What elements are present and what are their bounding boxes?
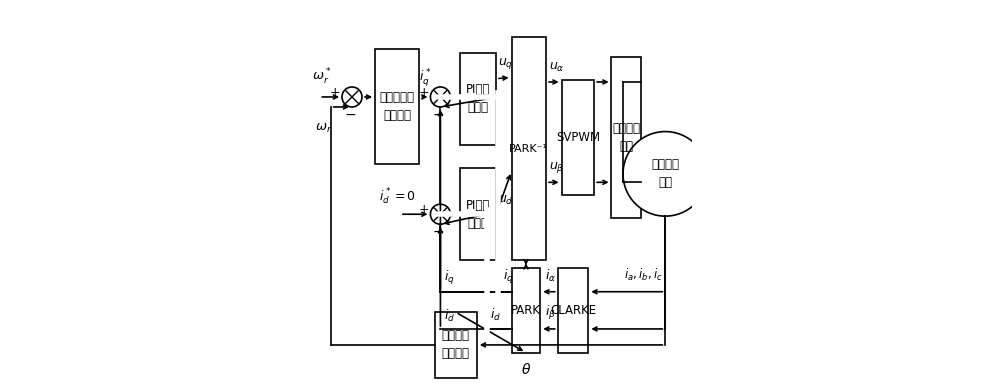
Text: PARK: PARK xyxy=(511,304,541,317)
Text: $\omega_r^*$: $\omega_r^*$ xyxy=(312,67,331,87)
Text: $i_d$: $i_d$ xyxy=(444,308,455,324)
Text: $\omega_r$: $\omega_r$ xyxy=(315,122,333,135)
Text: 功率变换
电路: 功率变换 电路 xyxy=(612,122,640,153)
Circle shape xyxy=(430,87,450,107)
FancyBboxPatch shape xyxy=(435,312,477,378)
FancyBboxPatch shape xyxy=(562,80,594,195)
Text: +: + xyxy=(330,86,340,99)
Circle shape xyxy=(623,131,708,216)
Text: +: + xyxy=(418,86,429,99)
Text: $\theta$: $\theta$ xyxy=(521,362,531,377)
FancyBboxPatch shape xyxy=(460,168,496,261)
FancyBboxPatch shape xyxy=(375,49,419,164)
Text: $i_a,i_b,i_c$: $i_a,i_b,i_c$ xyxy=(624,267,663,283)
Text: PI电流
调节器: PI电流 调节器 xyxy=(466,83,490,114)
Text: −: − xyxy=(433,225,444,239)
Circle shape xyxy=(342,87,362,107)
Text: $i_\beta$: $i_\beta$ xyxy=(545,304,556,322)
Text: SVPWM: SVPWM xyxy=(556,131,600,144)
Text: +: + xyxy=(418,203,429,216)
Text: $i_q$: $i_q$ xyxy=(444,269,455,287)
FancyBboxPatch shape xyxy=(512,268,540,353)
Circle shape xyxy=(430,204,450,224)
Text: −: − xyxy=(344,108,356,122)
FancyBboxPatch shape xyxy=(512,37,546,261)
FancyBboxPatch shape xyxy=(460,53,496,145)
Text: $u_\alpha$: $u_\alpha$ xyxy=(549,61,565,74)
Text: $i_q^*$: $i_q^*$ xyxy=(419,67,431,89)
Text: 永磁同步
电机: 永磁同步 电机 xyxy=(651,158,679,190)
Text: 位置、转
速传感器: 位置、转 速传感器 xyxy=(442,330,470,360)
Text: CLARKE: CLARKE xyxy=(550,304,596,317)
FancyBboxPatch shape xyxy=(558,268,588,353)
Text: $u_q$: $u_q$ xyxy=(498,56,513,71)
Text: $u_\beta$: $u_\beta$ xyxy=(549,160,564,176)
Text: PI电流
调节器: PI电流 调节器 xyxy=(466,199,490,230)
Text: PARK⁻¹: PARK⁻¹ xyxy=(509,144,548,154)
Text: −: − xyxy=(433,108,444,122)
Text: $i_d^*=0$: $i_d^*=0$ xyxy=(379,186,416,207)
Text: $u_d$: $u_d$ xyxy=(498,193,514,207)
FancyBboxPatch shape xyxy=(611,57,641,218)
Text: $i_\alpha$: $i_\alpha$ xyxy=(545,268,556,284)
Text: $i_d$: $i_d$ xyxy=(490,307,501,323)
Text: 新型滑模转
速调节器: 新型滑模转 速调节器 xyxy=(380,91,415,122)
Text: $i_q$: $i_q$ xyxy=(503,268,513,286)
